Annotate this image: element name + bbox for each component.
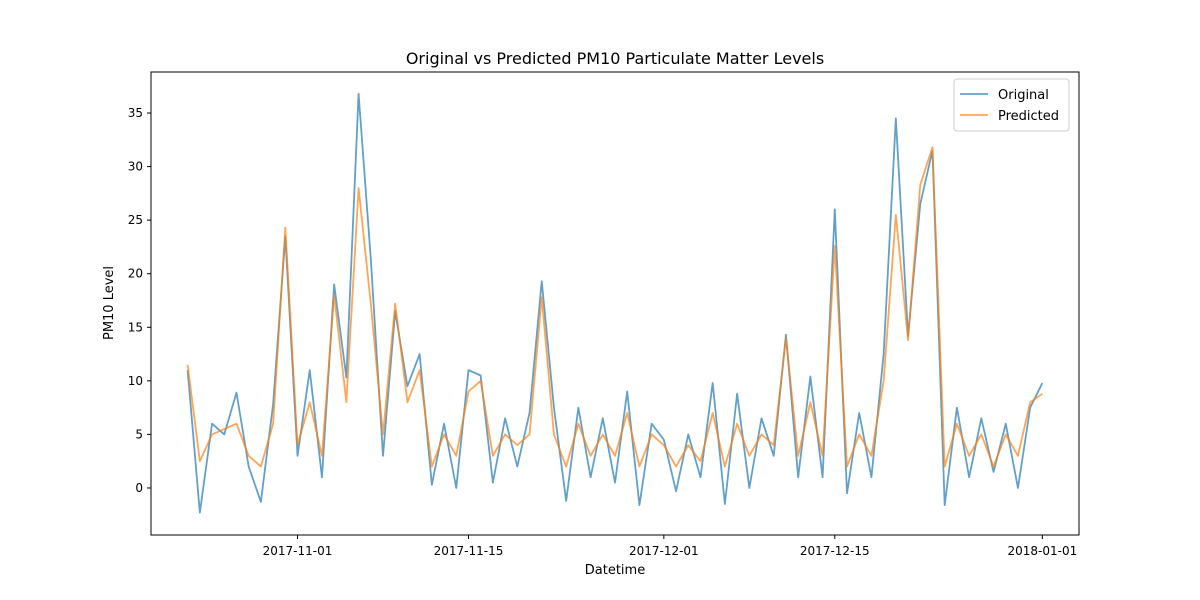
y-tick-label: 20 bbox=[128, 267, 143, 281]
y-tick-label: 5 bbox=[135, 427, 143, 441]
legend-label: Predicted bbox=[998, 109, 1059, 124]
x-tick-label: 2017-11-01 bbox=[263, 544, 333, 558]
legend-label: Original bbox=[998, 88, 1049, 103]
legend-box bbox=[953, 78, 1070, 132]
y-tick-label: 10 bbox=[128, 374, 143, 388]
y-tick-label: 15 bbox=[128, 320, 143, 334]
x-tick-label: 2017-12-15 bbox=[800, 544, 870, 558]
y-tick-label: 30 bbox=[128, 160, 143, 174]
chart-title: Original vs Predicted PM10 Particulate M… bbox=[406, 49, 824, 68]
x-tick-label: 2017-12-01 bbox=[629, 544, 699, 558]
x-tick-label: 2018-01-01 bbox=[1007, 544, 1077, 558]
y-axis-label: PM10 Level bbox=[102, 266, 117, 340]
plot-frame bbox=[150, 71, 1080, 536]
y-tick-label: 25 bbox=[128, 213, 143, 227]
series-line bbox=[186, 146, 1043, 468]
y-tick-label: 0 bbox=[135, 481, 143, 495]
x-axis-label: Datetime bbox=[585, 563, 645, 578]
x-tick-label: 2017-11-15 bbox=[434, 544, 504, 558]
y-tick-label: 35 bbox=[128, 106, 143, 120]
